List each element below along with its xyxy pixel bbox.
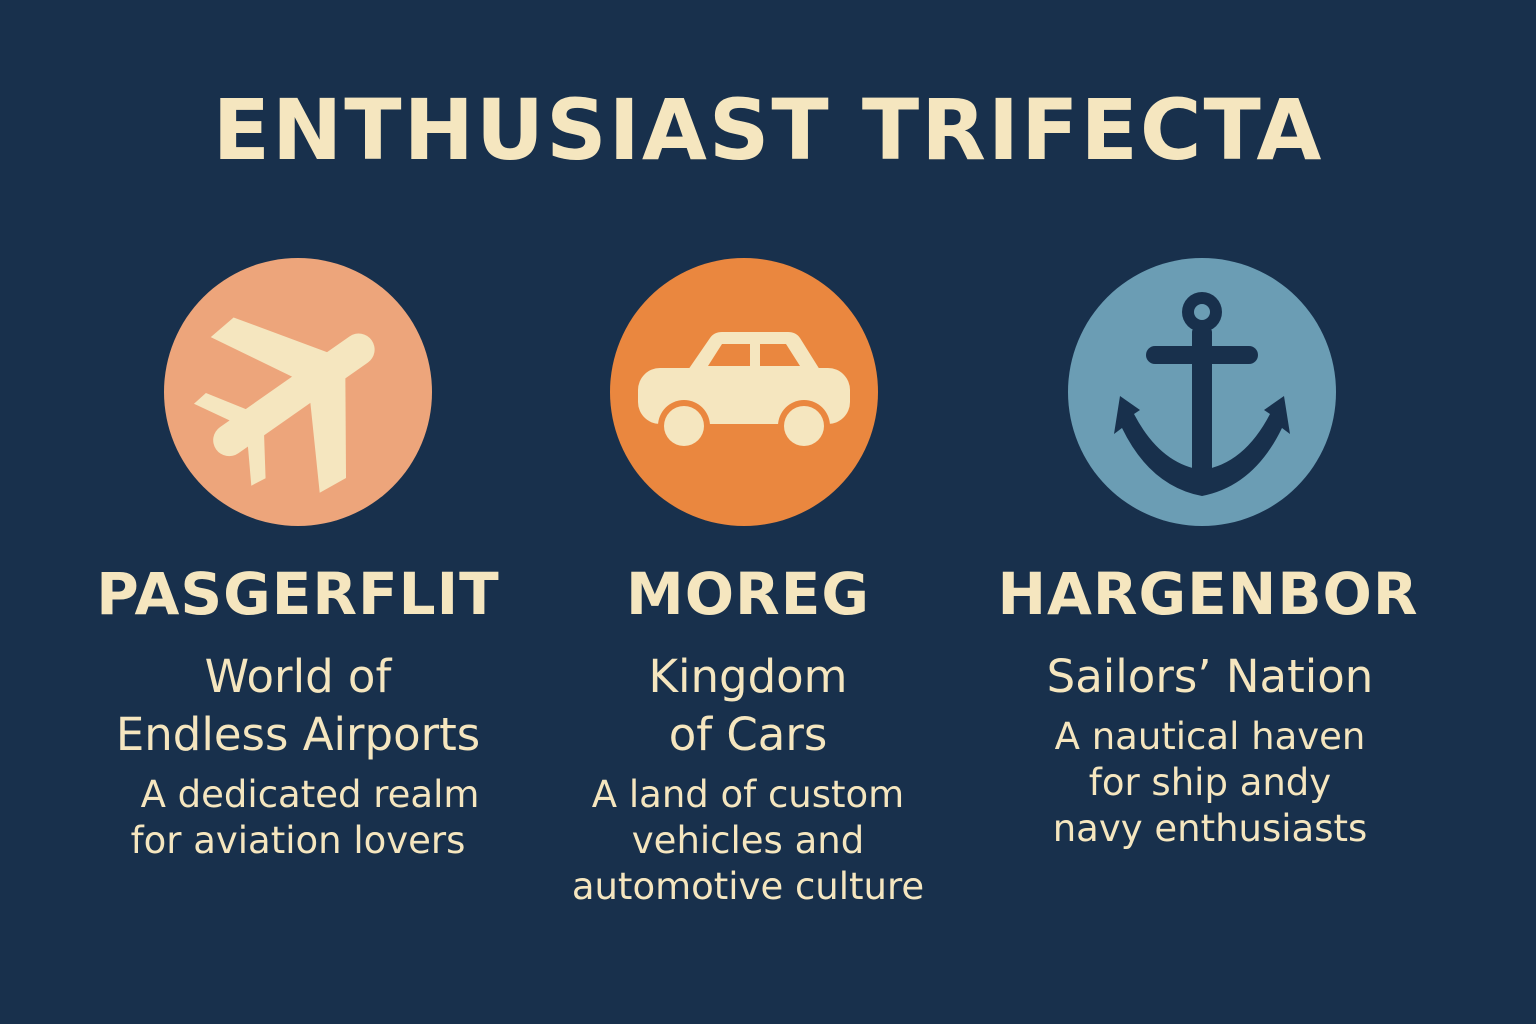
description-line: A land of custom — [591, 773, 905, 816]
page-title: ENTHUSIAST TRIFECTA — [212, 81, 1324, 179]
subtitle-line: Endless Airports — [115, 708, 481, 761]
icon-circle — [610, 258, 878, 526]
card-subtitle: World of Endless Airports — [68, 648, 528, 764]
card-description: A dedicated realm for aviation lovers — [68, 772, 528, 864]
card-pasgerflit: PASGERFLIT World of Endless Airports A d… — [68, 0, 528, 1024]
description-line: vehicles and — [631, 819, 865, 862]
card-hargenbor: HARGENBOR Sailors’ Nation A nautical hav… — [980, 0, 1440, 1024]
description-line: A nautical haven — [1054, 715, 1366, 758]
card-name: MOREG — [626, 560, 870, 628]
icon-circle — [164, 258, 432, 526]
icon-circle — [1068, 258, 1336, 526]
description-line: for aviation lovers — [130, 819, 466, 862]
card-subtitle: Kingdom of Cars — [518, 648, 978, 764]
subtitle-line: of Cars — [668, 708, 828, 761]
airplane-icon — [164, 258, 432, 526]
subtitle-line: Kingdom — [648, 650, 848, 703]
card-moreg: MOREG Kingdom of Cars A land of custom v… — [518, 0, 978, 1024]
card-name: HARGENBOR — [997, 560, 1419, 628]
description-line: A dedicated realm — [140, 773, 480, 816]
car-icon — [610, 258, 878, 526]
card-subtitle: Sailors’ Nation — [980, 648, 1440, 706]
subtitle-line: World of — [204, 650, 392, 703]
card-description: A land of custom vehicles and automotive… — [518, 772, 978, 910]
description-line: for ship andy — [1088, 761, 1332, 804]
card-description: A nautical haven for ship andy navy enth… — [980, 714, 1440, 852]
subtitle-line: Sailors’ Nation — [1046, 650, 1374, 703]
description-line: automotive culture — [571, 865, 925, 908]
card-name: PASGERFLIT — [96, 560, 500, 628]
description-line: navy enthusiasts — [1052, 807, 1368, 850]
anchor-icon — [1068, 258, 1336, 526]
